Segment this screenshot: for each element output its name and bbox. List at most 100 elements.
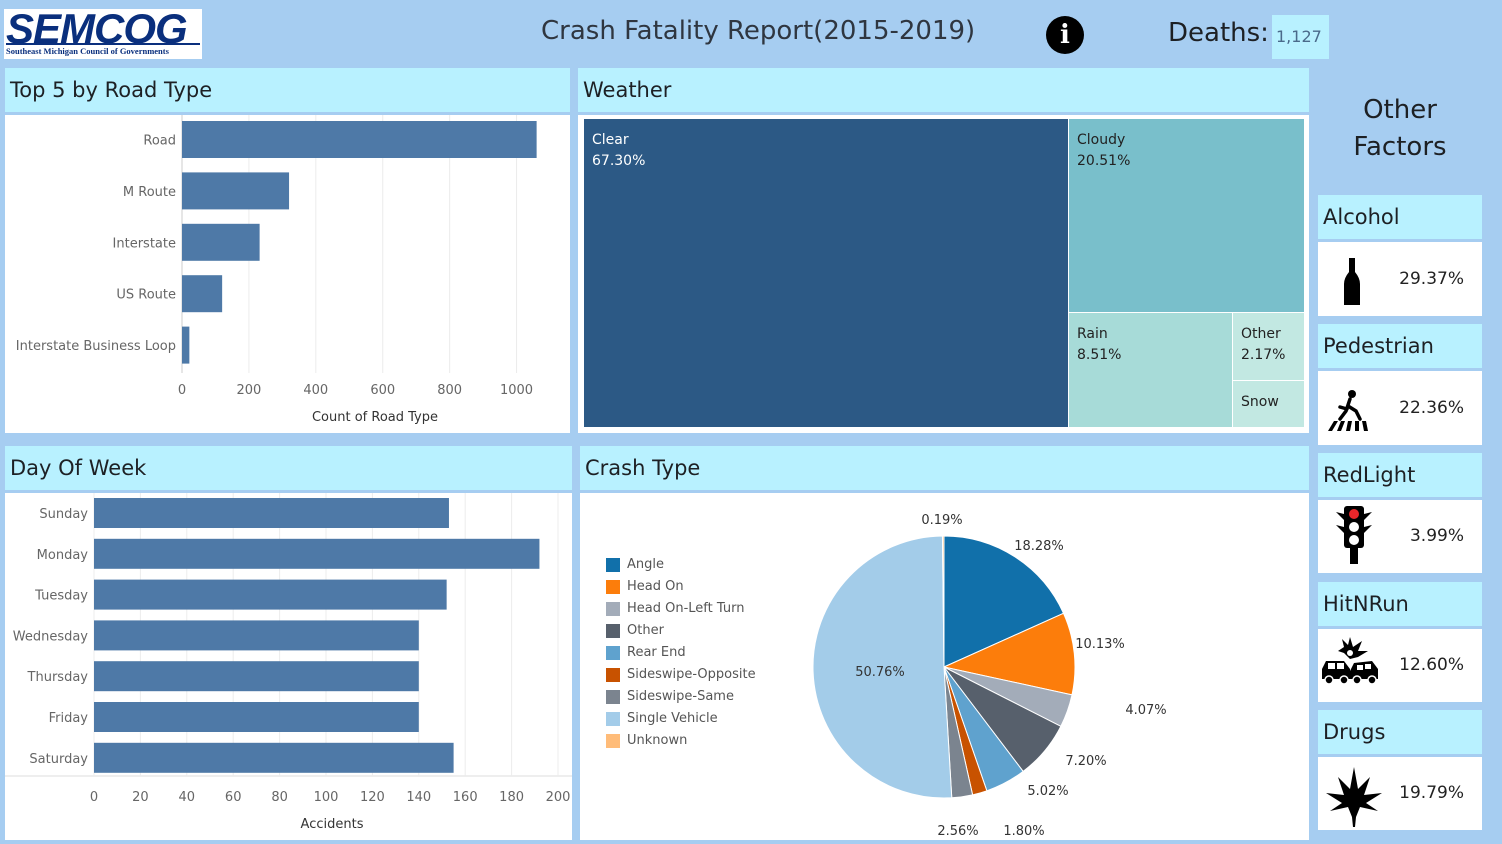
alcohol-header: Alcohol	[1318, 195, 1482, 239]
pedestrian-icon	[1328, 390, 1368, 431]
pedestrian-value: 22.36%	[1399, 398, 1464, 418]
bar	[182, 275, 223, 313]
category-label: Tuesday	[34, 589, 88, 604]
legend-label: Sideswipe-Same	[627, 689, 734, 704]
category-label: Sunday	[39, 507, 88, 522]
bar	[94, 498, 449, 528]
car-crash-icon	[1322, 637, 1378, 685]
legend-label: Head On-Left Turn	[627, 601, 745, 616]
bar	[94, 661, 419, 692]
pie-data-label: 2.56%	[937, 824, 978, 839]
x-tick-label: 1000	[500, 383, 533, 398]
bar	[182, 223, 260, 261]
road-type-header: Top 5 by Road Type	[5, 68, 570, 112]
legend-label: Angle	[627, 557, 664, 572]
pie-data-label: 4.07%	[1125, 703, 1166, 718]
x-tick-label: 200	[546, 790, 571, 805]
treemap-value: 67.30%	[592, 153, 645, 169]
legend-label: Unknown	[627, 733, 688, 748]
redlight-value: 3.99%	[1409, 526, 1464, 546]
x-tick-label: 140	[406, 790, 431, 805]
day-of-week-chart: 0 20 40 60 80 100 120 140 160 180 200 Sunday Monday T…	[5, 493, 572, 832]
alcohol-value: 29.37%	[1399, 269, 1464, 289]
treemap-label: Snow	[1241, 394, 1279, 410]
redlight-header: RedLight	[1318, 453, 1482, 497]
category-label: Saturday	[29, 752, 88, 767]
pie-data-label: 0.19%	[921, 513, 962, 528]
x-tick-label: 0	[90, 790, 98, 805]
legend-swatch	[606, 690, 620, 704]
bar	[94, 538, 540, 569]
deaths-label: Deaths:	[1168, 18, 1269, 48]
x-axis-label: Accidents	[301, 817, 364, 832]
crash-type-pie: 18.28% 10.13% 4.07% 7.20% 5.02% 1.80% 2.56% 50.…	[812, 513, 1167, 839]
category-label: M Route	[123, 185, 176, 200]
legend-label: Single Vehicle	[627, 711, 718, 726]
weather-panel: Clear 67.30% Cloudy 20.51% Rain 8.51% Other 2.1…	[578, 115, 1309, 433]
category-label: Interstate	[113, 236, 176, 251]
x-tick-label: 180	[499, 790, 524, 805]
legend-label: Other	[627, 623, 664, 638]
pie-slice	[812, 535, 953, 799]
bar	[182, 326, 190, 364]
category-label: Interstate Business Loop	[16, 339, 176, 354]
legend-swatch	[606, 712, 620, 726]
treemap-label: Rain	[1077, 326, 1108, 342]
drugs-value: 19.79%	[1399, 783, 1464, 803]
treemap-label: Cloudy	[1077, 132, 1125, 148]
pie-slice	[941, 535, 945, 668]
x-tick-label: 20	[132, 790, 149, 805]
x-tick-label: 600	[370, 383, 395, 398]
alcohol-card: 29.37%	[1318, 242, 1482, 316]
info-icon[interactable]: i	[1046, 16, 1084, 54]
hitnrun-value: 12.60%	[1399, 655, 1464, 675]
cannabis-leaf-icon	[1326, 767, 1382, 827]
pie-data-label: 7.20%	[1065, 754, 1106, 769]
x-tick-label: 60	[225, 790, 242, 805]
other-factors-title: Other Factors	[1318, 92, 1482, 166]
deaths-value: 1,127	[1276, 27, 1322, 46]
bottle-icon	[1344, 258, 1360, 305]
x-tick-label: 40	[179, 790, 196, 805]
category-label: Wednesday	[13, 629, 89, 644]
legend-swatch	[606, 646, 620, 660]
treemap-snow	[1233, 381, 1304, 427]
bar	[94, 620, 419, 651]
x-axis-label: Count of Road Type	[312, 410, 438, 425]
category-label: Road	[143, 134, 176, 149]
category-label: Monday	[37, 548, 89, 563]
other-factors-title-line1: Other	[1363, 95, 1437, 125]
pie-data-label: 50.76%	[855, 665, 905, 680]
road-type-panel: 0 200 400 600 800 1000 Road M Route Interstate US…	[5, 115, 570, 433]
day-of-week-panel: 0 20 40 60 80 100 120 140 160 180 200 Sunday Monday T…	[5, 493, 572, 840]
legend-swatch	[606, 624, 620, 638]
category-label: Friday	[49, 711, 89, 726]
bar	[182, 172, 290, 210]
logo-subtitle: Southeast Michigan Council of Government…	[6, 46, 169, 56]
treemap-rain	[1069, 313, 1232, 427]
pie-data-label: 10.13%	[1075, 637, 1125, 652]
traffic-light-icon	[1336, 506, 1372, 564]
day-of-week-header: Day Of Week	[5, 446, 572, 490]
pie-data-label: 5.02%	[1027, 784, 1068, 799]
semcog-logo: SEMCOG Southeast Michigan Council of Gov…	[4, 5, 202, 59]
x-tick-label: 100	[314, 790, 339, 805]
redlight-card: 3.99%	[1318, 500, 1482, 573]
treemap-cloudy	[1069, 119, 1304, 312]
pie-slice	[942, 612, 1076, 696]
weather-header: Weather	[578, 68, 1309, 112]
pie-data-label: 18.28%	[1014, 539, 1064, 554]
legend-swatch	[606, 558, 620, 572]
legend-label: Sideswipe-Opposite	[627, 667, 756, 682]
pedestrian-card: 22.36%	[1318, 371, 1482, 445]
category-label: US Route	[116, 288, 176, 303]
hitnrun-header: HitNRun	[1318, 582, 1482, 626]
treemap-value: 8.51%	[1077, 347, 1121, 363]
x-tick-label: 400	[303, 383, 328, 398]
x-tick-label: 160	[453, 790, 478, 805]
x-tick-label: 0	[178, 383, 186, 398]
hitnrun-card: 12.60%	[1318, 629, 1482, 702]
treemap-value: 2.17%	[1241, 347, 1285, 363]
x-tick-label: 200	[236, 383, 261, 398]
road-type-chart: 0 200 400 600 800 1000 Road M Route Interstate US…	[16, 115, 537, 425]
